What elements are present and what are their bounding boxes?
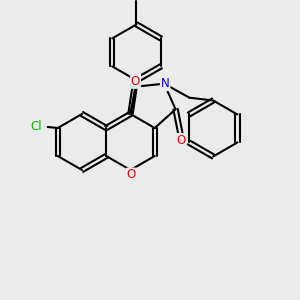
Text: -H: -H [148, 0, 159, 1]
Text: O: O [131, 75, 140, 88]
Text: O: O [139, 0, 148, 2]
Text: O: O [127, 169, 136, 182]
Text: O: O [176, 134, 185, 147]
Text: Cl: Cl [30, 121, 42, 134]
Text: N: N [161, 77, 170, 90]
